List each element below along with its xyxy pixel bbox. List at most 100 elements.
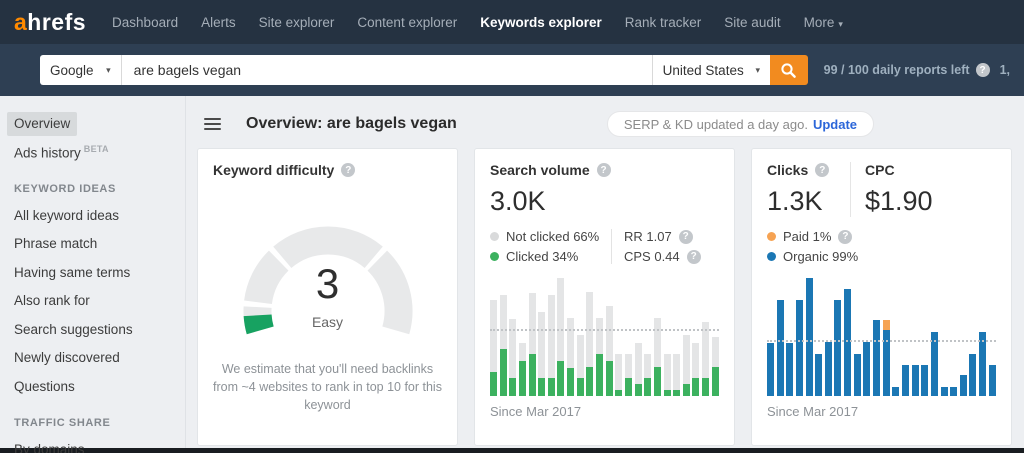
help-icon[interactable]: ? <box>596 163 611 177</box>
logo-rest: hrefs <box>27 8 87 35</box>
clicks-since-label: Since Mar 2017 <box>767 404 859 419</box>
metric-cards-row: Keyword difficulty ? 3 Easy We estimate … <box>197 148 1024 446</box>
sidebar-item-having-same-terms[interactable]: Having same terms <box>14 264 131 280</box>
clicks-per-search: CPS 0.44? <box>624 249 701 264</box>
chevron-down-icon: ▾ <box>838 18 843 29</box>
volume-since-label: Since Mar 2017 <box>490 404 582 419</box>
not-clicked-dot-icon <box>490 232 499 241</box>
search-bar: Google ▾ United States ▾ 99 / 100 daily … <box>0 44 1024 96</box>
nav-site-audit[interactable]: Site audit <box>724 14 781 30</box>
clicks-cpc-card: Clicks ? 1.3K CPC $1.90 Paid 1%? Organ <box>751 148 1012 446</box>
help-icon[interactable]: ? <box>838 229 853 244</box>
nav-more[interactable]: More ▾ <box>803 14 843 30</box>
chart-bar <box>499 294 507 396</box>
kd-gauge: 3 Easy <box>243 226 413 338</box>
nav-site-explorer[interactable]: Site explorer <box>258 14 335 30</box>
clicked-dot-icon <box>490 252 499 261</box>
search-button[interactable] <box>770 55 808 85</box>
chevron-down-icon: ▾ <box>755 64 761 75</box>
keyword-search-input[interactable] <box>121 55 652 85</box>
nav-keywords-explorer[interactable]: Keywords explorer <box>480 14 602 30</box>
chart-bar <box>596 318 604 396</box>
country-select[interactable]: United States ▾ <box>651 55 771 85</box>
daily-reports-counter: 99 / 100 daily reports left ? 1, <box>823 63 1010 77</box>
sidebar-item-ads-history[interactable]: Ads history BETA <box>14 143 109 161</box>
chart-bar <box>634 342 642 396</box>
help-icon[interactable]: ? <box>686 249 701 264</box>
help-icon[interactable]: ? <box>815 163 830 177</box>
legend-not-clicked: Not clicked 66% <box>490 229 611 244</box>
paid-dot-icon <box>767 232 776 241</box>
logo-letter-a: a <box>14 8 28 35</box>
sidebar: Overview Ads history BETA KEYWORD IDEAS A… <box>0 96 186 453</box>
return-rate: RR 1.07? <box>624 229 701 244</box>
country-value: United States <box>662 62 744 78</box>
chart-bar <box>692 342 700 396</box>
chart-bar <box>567 318 575 396</box>
sidebar-item-phrase-match[interactable]: Phrase match <box>14 236 98 252</box>
serp-update-text: SERP & KD updated a day ago. <box>623 116 808 132</box>
legend-paid: Paid 1%? <box>767 229 996 244</box>
cpc-value: $1.90 <box>865 186 933 216</box>
legend-clicked: Clicked 34% <box>490 249 611 264</box>
chart-bar <box>653 318 661 396</box>
chart-bar <box>959 374 967 396</box>
nav-rank-tracker[interactable]: Rank tracker <box>624 14 702 30</box>
main-panel: Overview: are bagels vegan SERP & KD upd… <box>186 96 1024 448</box>
chart-bar <box>950 386 958 396</box>
chart-bar <box>979 332 987 396</box>
chart-bar <box>776 300 784 396</box>
search-volume-card: Search volume ? 3.0K Not clicked 66% Cli… <box>474 148 735 446</box>
kd-gauge-arc <box>243 226 413 335</box>
cpc-title: CPC <box>865 162 895 178</box>
volume-value: 3.0K <box>490 186 546 216</box>
chart-bar <box>711 337 719 396</box>
search-engine-select[interactable]: Google ▾ <box>40 55 122 85</box>
chart-bar <box>863 341 871 396</box>
sidebar-item-also-rank-for[interactable]: Also rank for <box>14 293 90 309</box>
chart-bar <box>663 353 671 396</box>
chart-bar <box>930 332 938 396</box>
chart-bar <box>815 353 823 396</box>
nav-dashboard[interactable]: Dashboard <box>112 14 179 30</box>
sidebar-item-questions[interactable]: Questions <box>14 379 75 394</box>
chevron-down-icon: ▾ <box>106 64 111 75</box>
chart-bar <box>882 320 890 396</box>
chart-bar <box>518 342 526 396</box>
chart-bar <box>969 353 977 396</box>
volume-card-title: Search volume <box>490 162 590 178</box>
sidebar-header-traffic-share: TRAFFIC SHARE <box>14 416 111 429</box>
ahrefs-logo[interactable]: ahrefs <box>14 9 86 36</box>
page-title: Overview: are bagels vegan <box>246 115 457 132</box>
legend-organic: Organic 99% <box>767 249 996 264</box>
help-icon[interactable]: ? <box>678 229 693 244</box>
nav-content-explorer[interactable]: Content explorer <box>357 14 458 30</box>
sidebar-item-all-keyword-ideas[interactable]: All keyword ideas <box>14 207 120 223</box>
chart-bar <box>844 288 852 396</box>
sidebar-item-search-suggestions[interactable]: Search suggestions <box>14 321 133 337</box>
chart-bar <box>528 293 536 396</box>
update-link[interactable]: Update <box>812 116 857 132</box>
menu-icon[interactable] <box>204 118 221 130</box>
chart-bar <box>702 321 710 396</box>
chart-bar <box>853 353 861 396</box>
chart-bar <box>767 342 774 396</box>
chart-bar <box>901 365 909 396</box>
nav-alerts[interactable]: Alerts <box>201 14 236 30</box>
kd-value: 3 <box>315 260 340 307</box>
organic-dot-icon <box>767 252 776 261</box>
average-line <box>767 339 996 342</box>
chart-bar <box>682 334 690 396</box>
sidebar-item-newly-discovered[interactable]: Newly discovered <box>14 350 120 366</box>
chart-bar <box>557 278 565 396</box>
help-icon[interactable]: ? <box>341 163 356 177</box>
chart-bar <box>795 300 803 396</box>
kd-note: We estimate that you'll need backlinks f… <box>213 362 442 413</box>
kd-difficulty-label: Easy <box>311 314 344 330</box>
sidebar-item-overview[interactable]: Overview <box>7 112 78 136</box>
chart-bar <box>873 320 881 396</box>
help-icon[interactable]: ? <box>975 63 990 77</box>
chart-bar <box>892 386 900 396</box>
chart-bar <box>538 312 546 396</box>
sidebar-item-by-domains[interactable]: By domains <box>14 441 85 453</box>
